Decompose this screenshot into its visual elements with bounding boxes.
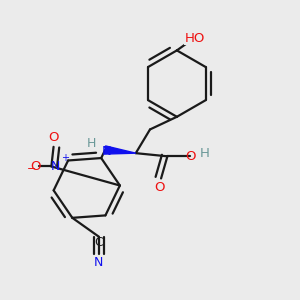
Polygon shape bbox=[105, 146, 136, 154]
Text: N: N bbox=[102, 145, 112, 158]
Text: C: C bbox=[94, 236, 103, 249]
Text: O: O bbox=[185, 150, 196, 163]
Text: HO: HO bbox=[184, 32, 205, 45]
Text: O: O bbox=[154, 182, 165, 194]
Text: O: O bbox=[30, 160, 41, 173]
Text: H: H bbox=[200, 147, 209, 160]
Text: H: H bbox=[87, 137, 97, 150]
Text: −: − bbox=[26, 164, 36, 174]
Text: O: O bbox=[48, 131, 59, 145]
Text: N: N bbox=[50, 160, 60, 173]
Text: N: N bbox=[94, 256, 104, 269]
Text: +: + bbox=[61, 153, 70, 164]
